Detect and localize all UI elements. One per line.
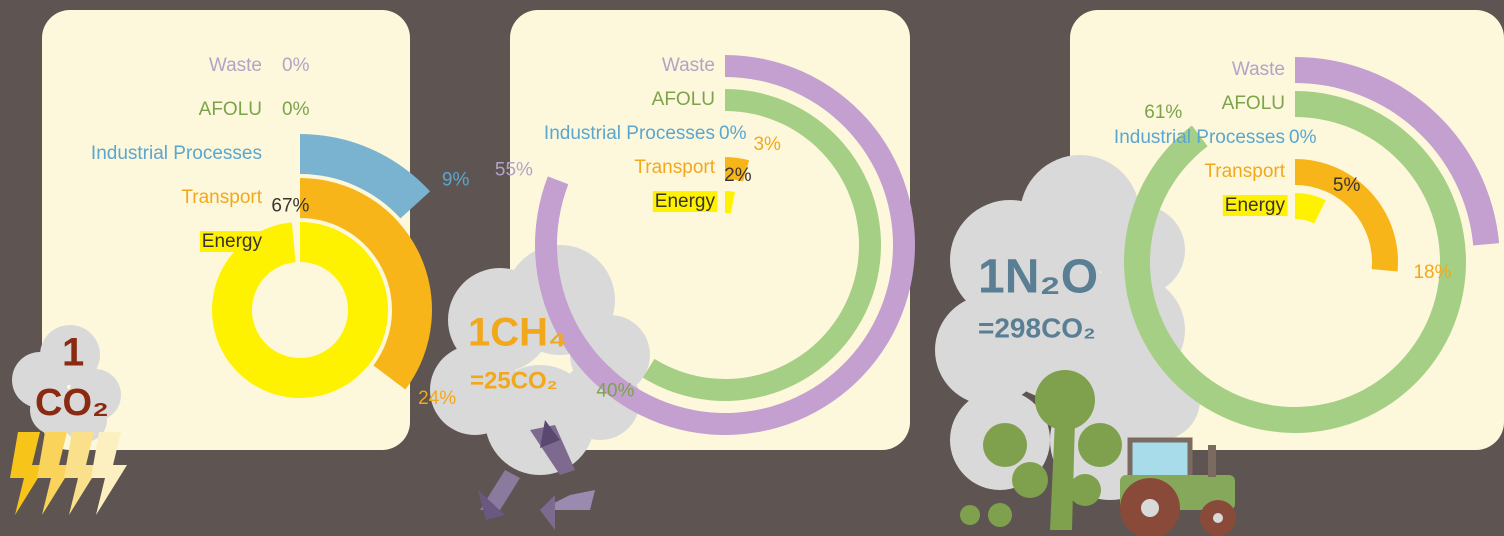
value-label: 0% [1289, 127, 1317, 148]
annotation: CO₂ [35, 382, 109, 424]
category-label: Waste [209, 55, 262, 76]
category-label: Energy [655, 191, 716, 212]
infographic: Waste0%AFOLU0%Industrial Processes9%Tran… [0, 0, 1504, 536]
category-label: AFOLU [652, 89, 715, 110]
value-label: 5% [1333, 175, 1361, 196]
value-label: 18% [1413, 262, 1451, 283]
annotation: =25CO₂ [470, 367, 557, 394]
category-label: Industrial Processes [1114, 127, 1285, 148]
category-label: Energy [202, 231, 263, 252]
value-label: 24% [418, 388, 456, 409]
value-label: 55% [495, 160, 533, 181]
category-label: Waste [662, 55, 715, 76]
category-label: Waste [1232, 59, 1285, 80]
annotation: 1N₂O [978, 251, 1098, 304]
category-label: AFOLU [199, 99, 262, 120]
value-label: 9% [442, 170, 470, 191]
value-label: 0% [282, 55, 310, 76]
category-label: Transport [634, 157, 715, 178]
value-label: 0% [282, 99, 310, 120]
category-label: Transport [181, 187, 262, 208]
category-label: Energy [1225, 195, 1286, 216]
category-label: Industrial Processes [91, 143, 262, 164]
value-label: 0% [719, 123, 747, 144]
value-label: 3% [753, 134, 781, 155]
category-label: AFOLU [1222, 93, 1285, 114]
annotation: =298CO₂ [978, 312, 1096, 343]
annotation: 1 [62, 331, 84, 375]
annotation: 1CH₄ [468, 311, 567, 355]
value-label: 61% [1144, 102, 1182, 123]
category-label: Industrial Processes [544, 123, 715, 144]
value-label: 40% [596, 380, 634, 401]
category-label: Transport [1204, 161, 1285, 182]
value-label: 2% [724, 165, 752, 186]
value-label: 67% [271, 195, 309, 216]
